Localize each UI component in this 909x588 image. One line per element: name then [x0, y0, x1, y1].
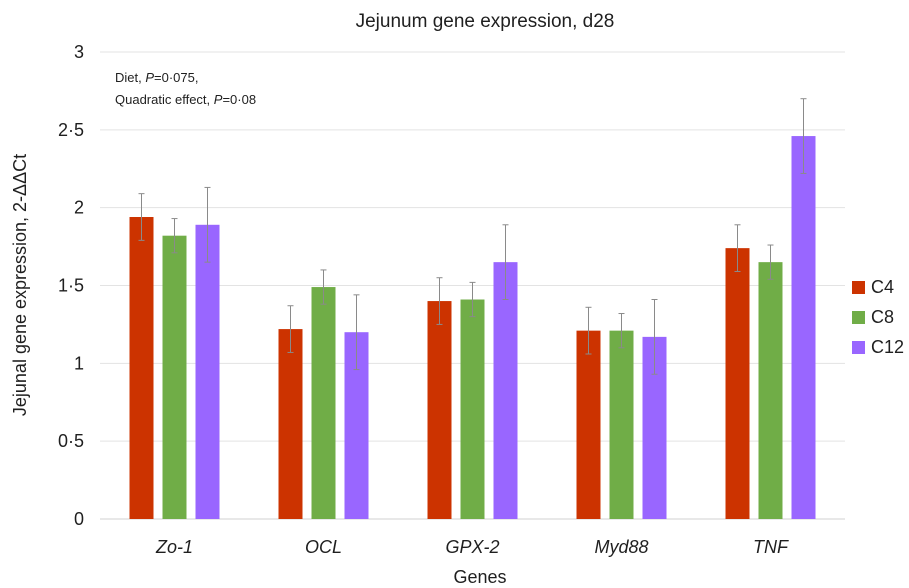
x-category-label: Zo-1 — [155, 537, 193, 557]
y-tick-label: 1·5 — [58, 276, 84, 296]
bar-c8-gpx-2 — [460, 299, 485, 519]
chart-title: Jejunum gene expression, d28 — [356, 11, 615, 32]
y-axis-ticks: 0 0·5 1 1·5 2 2·5 3 — [58, 42, 84, 529]
x-axis-categories: Zo-1 OCL GPX-2 Myd88 TNF — [155, 537, 789, 557]
annotation-line: Diet, P=0·075, — [115, 70, 198, 85]
annotations: Diet, P=0·075,Quadratic effect, P=0·08 — [115, 70, 256, 107]
bar-c8-ocl — [311, 287, 336, 519]
y-tick-label: 0·5 — [58, 431, 84, 451]
annotation-prefix: Diet, — [115, 70, 145, 85]
bars — [129, 136, 816, 520]
annotation-prefix: Quadratic effect, — [115, 92, 214, 107]
annotation-p: P — [214, 92, 223, 107]
annotation-suffix: =0·075, — [154, 70, 198, 85]
bar-c4-gpx-2 — [427, 301, 452, 519]
legend-label-c12: C12 — [871, 337, 904, 357]
y-axis-title: Jejunal gene expression, 2-ΔΔCt — [10, 154, 30, 416]
bar-c4-ocl — [278, 329, 303, 519]
y-tick-label: 3 — [74, 42, 84, 62]
legend: C4 C8 C12 — [852, 277, 904, 357]
bar-c4-zo-1 — [129, 217, 154, 520]
bar-c4-tnf — [725, 248, 750, 519]
x-category-label: GPX-2 — [445, 537, 499, 557]
legend-swatch-c8 — [852, 311, 865, 324]
bar-c4-myd88 — [576, 330, 601, 519]
annotation-suffix: =0·08 — [222, 92, 256, 107]
bar-c12-zo-1 — [195, 224, 220, 520]
y-tick-label: 0 — [74, 509, 84, 529]
bar-c12-gpx-2 — [493, 262, 518, 519]
legend-label-c4: C4 — [871, 277, 894, 297]
bar-c8-zo-1 — [162, 235, 187, 520]
x-category-label: TNF — [753, 537, 789, 557]
bar-c8-myd88 — [609, 330, 634, 519]
annotation-p: P — [145, 70, 154, 85]
y-tick-label: 2 — [74, 198, 84, 218]
x-axis-title: Genes — [453, 567, 506, 587]
legend-swatch-c12 — [852, 341, 865, 354]
legend-label-c8: C8 — [871, 307, 894, 327]
y-tick-label: 1 — [74, 353, 84, 373]
annotation-line: Quadratic effect, P=0·08 — [115, 92, 256, 107]
bar-c8-tnf — [758, 262, 783, 519]
x-category-label: OCL — [305, 537, 342, 557]
y-tick-label: 2·5 — [58, 120, 84, 140]
x-category-label: Myd88 — [594, 537, 648, 557]
error-bars — [138, 98, 807, 375]
legend-swatch-c4 — [852, 281, 865, 294]
bar-c12-tnf — [791, 136, 816, 519]
